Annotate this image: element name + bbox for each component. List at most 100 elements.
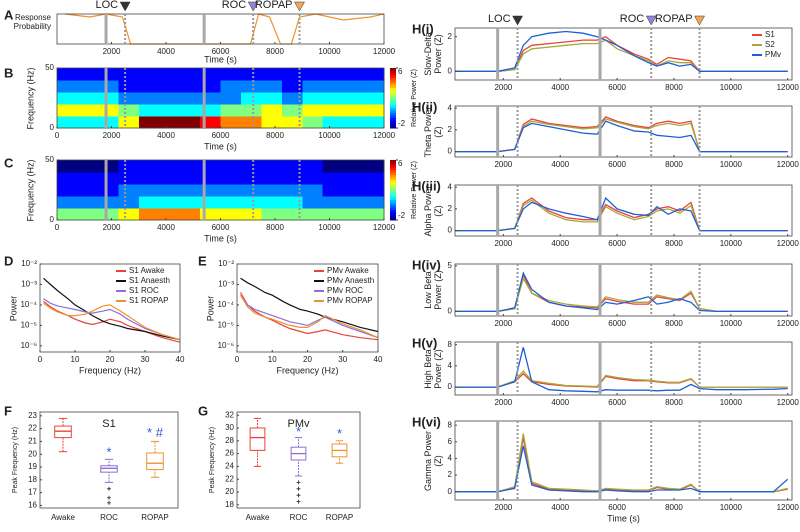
series-line xyxy=(455,445,789,493)
heatmap-cell xyxy=(240,172,262,185)
series-line xyxy=(455,370,788,388)
panel-label: E xyxy=(198,253,207,268)
x-tick-label: 0 xyxy=(38,355,43,364)
heatmap-cell xyxy=(159,160,181,173)
heatmap-cell xyxy=(220,68,242,81)
heatmap-cell xyxy=(77,184,99,197)
heatmap-cell xyxy=(363,92,385,105)
heatmap-cell xyxy=(240,80,262,93)
colorbar-step xyxy=(390,185,396,188)
heatmap-cell xyxy=(179,92,201,105)
event-marker xyxy=(119,1,131,12)
colorbar-step xyxy=(390,88,396,91)
x-tick-label: 10000 xyxy=(720,503,743,512)
heatmap-cell xyxy=(302,116,324,129)
heatmap-cell xyxy=(302,208,324,221)
panel-label: G xyxy=(198,403,208,418)
legend-label: PMv Awake xyxy=(327,266,369,275)
colorbar-step xyxy=(390,165,396,168)
heatmap-cell xyxy=(138,196,160,209)
heatmap-cell xyxy=(138,80,160,93)
heatmap-cell xyxy=(77,104,99,117)
colorbar-step xyxy=(390,98,396,101)
colorbar-step xyxy=(390,120,396,124)
y-tick-label: 10⁻⁵ xyxy=(21,320,37,329)
heatmap-cell xyxy=(118,116,140,129)
y-tick-label: 32 xyxy=(225,410,234,419)
heatmap-cell xyxy=(343,92,365,105)
y-tick-label: 10⁻⁴ xyxy=(217,300,234,309)
x-axis-label: Time (s) xyxy=(607,513,640,523)
x-tick-label: 10000 xyxy=(318,47,341,56)
heatmap-cell xyxy=(77,92,99,105)
colorbar-step xyxy=(390,110,396,114)
y-tick-label: 18 xyxy=(28,475,37,484)
colorbar-step xyxy=(390,85,396,89)
heatmap-cell xyxy=(281,104,303,117)
x-tick-label: 12000 xyxy=(373,131,396,140)
series-line xyxy=(455,120,788,153)
series-line xyxy=(455,271,788,313)
y-axis-label: Slow-Delta Power (Z) xyxy=(423,32,443,76)
heatmap-cell xyxy=(343,184,365,197)
colorbar-step xyxy=(390,180,396,183)
x-tick-label: 4000 xyxy=(157,131,175,140)
x-tick-label: 40 xyxy=(176,355,185,364)
outlier xyxy=(296,480,301,485)
colorbar-step xyxy=(390,182,396,186)
y-tick-label: 0 xyxy=(448,147,453,156)
legend-label: PMv xyxy=(765,50,781,59)
heatmap-cell xyxy=(97,160,119,173)
series-line xyxy=(455,30,788,72)
heatmap-cell xyxy=(118,68,140,81)
heatmap-cell xyxy=(261,68,283,81)
y-axis-label: Frequency (Hz) xyxy=(25,67,35,130)
heatmap-cell xyxy=(240,92,262,105)
heatmap-cell xyxy=(302,184,324,197)
heatmap-cell xyxy=(240,196,262,209)
colorbar-step xyxy=(390,75,396,79)
event-marker xyxy=(512,15,523,26)
colorbar-step xyxy=(390,175,396,178)
heatmap-cell xyxy=(159,184,181,197)
y-axis-label: Frequency (Hz) xyxy=(25,159,35,222)
box xyxy=(146,452,164,471)
y-axis-label: Alpha Power (Z) xyxy=(423,184,443,237)
y-tick-label: 22 xyxy=(225,474,234,483)
heatmap-cell xyxy=(97,196,119,209)
y-tick-label: 21 xyxy=(28,437,37,446)
heatmap-cell xyxy=(343,172,365,185)
y-axis-label: Response Probability xyxy=(13,13,51,31)
heatmap-cell xyxy=(363,160,385,173)
x-tick-label: 12000 xyxy=(777,83,800,92)
x-axis-label: Time (s) xyxy=(204,233,237,243)
category-label: ROPAP xyxy=(326,513,353,522)
heatmap-cell xyxy=(159,80,181,93)
series-line xyxy=(455,433,788,493)
outlier xyxy=(296,499,301,504)
heatmap-cell xyxy=(343,196,365,209)
x-tick-label: 10000 xyxy=(720,83,743,92)
y-tick-label: 10⁻² xyxy=(218,259,234,268)
y-tick-label: 10⁻⁶ xyxy=(21,341,37,350)
plot-frame xyxy=(454,420,793,501)
heatmap-cell xyxy=(118,160,140,173)
y-tick-label: 2 xyxy=(448,125,453,134)
x-tick-label: 12000 xyxy=(777,319,800,328)
heatmap-cell xyxy=(220,196,242,209)
heatmap-cell xyxy=(302,104,324,117)
panel-label: B xyxy=(4,65,13,80)
panel-label: H(ii) xyxy=(412,99,437,114)
heatmap-cell xyxy=(57,172,78,185)
heatmap-cell xyxy=(77,208,99,221)
heatmap-cell xyxy=(240,68,262,81)
x-tick-label: 4000 xyxy=(551,160,569,169)
heatmap-cell xyxy=(281,160,303,173)
y-tick-label: 4 xyxy=(448,361,453,370)
series-line xyxy=(455,199,788,232)
heatmap-cell xyxy=(240,160,262,173)
event-marker xyxy=(247,1,259,12)
x-tick-label: 6000 xyxy=(608,319,626,328)
